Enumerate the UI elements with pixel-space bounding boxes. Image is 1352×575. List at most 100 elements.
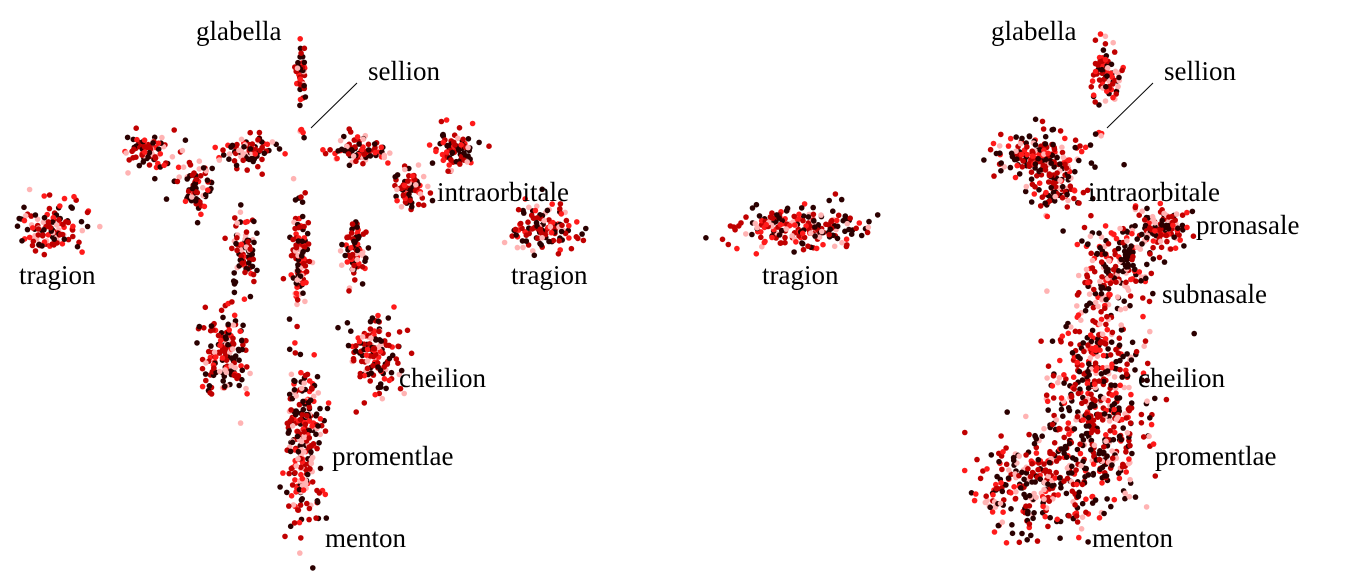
landmark-point	[1062, 445, 1069, 452]
landmark-point	[1004, 409, 1010, 415]
landmark-point	[1069, 350, 1076, 356]
landmark-point	[1001, 164, 1007, 170]
landmark-point	[1091, 442, 1098, 449]
landmark-point	[420, 173, 427, 180]
landmark-point	[974, 456, 980, 463]
landmark-point	[364, 365, 371, 372]
landmark-point	[1109, 329, 1116, 336]
landmark-point	[293, 463, 300, 469]
landmark-point	[1057, 535, 1063, 541]
landmark-point	[1069, 470, 1075, 476]
landmark-point	[1046, 468, 1053, 475]
landmark-point	[69, 205, 75, 211]
landmark-point	[234, 220, 240, 226]
landmark-point	[301, 433, 307, 440]
label-glabella-profile: glabella	[991, 16, 1077, 46]
sellion-leader-line-frontal	[310, 82, 358, 129]
landmark-point	[203, 360, 209, 366]
landmark-point	[1101, 395, 1107, 402]
landmark-point	[1108, 230, 1115, 236]
landmark-point	[1139, 208, 1145, 214]
landmark-point	[1085, 368, 1091, 375]
landmark-point	[256, 129, 263, 136]
landmark-point	[1116, 74, 1122, 81]
landmark-point	[289, 439, 296, 446]
landmark-point	[342, 252, 349, 259]
landmark-point	[1080, 340, 1086, 346]
landmark-point	[1064, 204, 1071, 210]
landmark-point	[1074, 359, 1080, 366]
landmark-point	[356, 141, 362, 147]
landmark-point	[229, 346, 236, 352]
landmark-point	[1113, 235, 1120, 242]
landmark-point	[1023, 481, 1030, 487]
landmark-point	[295, 262, 301, 268]
landmark-point	[1144, 360, 1151, 367]
landmark-point	[302, 298, 308, 305]
landmark-point	[349, 251, 356, 258]
landmark-point	[1103, 296, 1109, 303]
landmark-point	[1045, 363, 1052, 370]
landmark-point	[196, 166, 203, 172]
landmark-point	[1106, 413, 1112, 420]
landmark-point	[249, 263, 256, 270]
landmark-point	[1080, 417, 1086, 423]
landmark-point	[179, 147, 186, 154]
label-menton-frontal: menton	[325, 523, 406, 553]
landmark-point	[238, 241, 245, 248]
landmark-point	[277, 484, 283, 490]
landmark-point	[783, 226, 790, 232]
landmark-point	[1121, 161, 1127, 168]
landmark-point	[1045, 481, 1051, 488]
landmark-point	[286, 428, 292, 434]
landmark-point	[1087, 233, 1094, 240]
landmark-point	[65, 219, 72, 226]
landmark-point	[1087, 355, 1094, 361]
landmark-point	[1127, 476, 1133, 483]
landmark-point	[991, 173, 997, 179]
landmark-point	[1007, 135, 1014, 142]
landmark-point	[282, 151, 288, 157]
landmark-point	[1104, 496, 1110, 502]
landmark-point	[831, 243, 838, 250]
landmark-point	[290, 502, 297, 508]
landmark-point	[1108, 61, 1115, 68]
landmark-point	[1060, 154, 1067, 161]
landmark-point	[456, 125, 463, 131]
landmark-point	[40, 232, 46, 238]
landmark-point	[367, 153, 374, 159]
landmark-point	[231, 312, 238, 319]
landmark-point	[295, 456, 301, 462]
landmark-point	[240, 157, 246, 164]
landmark-point	[1029, 479, 1035, 485]
landmark-point	[1073, 456, 1079, 463]
landmark-point	[313, 431, 319, 438]
landmark-point	[163, 196, 170, 202]
landmark-point	[41, 214, 48, 221]
landmark-point	[1039, 118, 1046, 125]
label-sellion-profile: sellion	[1164, 56, 1236, 86]
landmark-point	[990, 140, 997, 147]
landmark-point	[1059, 333, 1066, 340]
landmark-point	[133, 125, 139, 131]
landmark-point	[150, 140, 156, 146]
landmark-point	[1102, 98, 1109, 104]
landmark-point	[237, 328, 243, 335]
landmark-point	[759, 243, 765, 250]
landmark-point	[361, 400, 368, 406]
landmark-point	[29, 242, 36, 249]
landmark-point	[1067, 341, 1074, 347]
landmark-point	[1037, 476, 1044, 483]
landmark-point	[1068, 392, 1075, 399]
landmark-point	[1029, 153, 1036, 159]
landmark-point	[316, 440, 322, 446]
landmark-point	[305, 399, 312, 406]
landmark-point	[378, 338, 385, 344]
landmark-point	[367, 326, 374, 332]
landmark-point	[1045, 407, 1051, 413]
landmark-point	[984, 466, 990, 472]
landmark-point	[359, 147, 365, 153]
landmark-point	[415, 201, 422, 208]
landmark-point	[1076, 534, 1082, 541]
landmark-point	[182, 137, 189, 143]
